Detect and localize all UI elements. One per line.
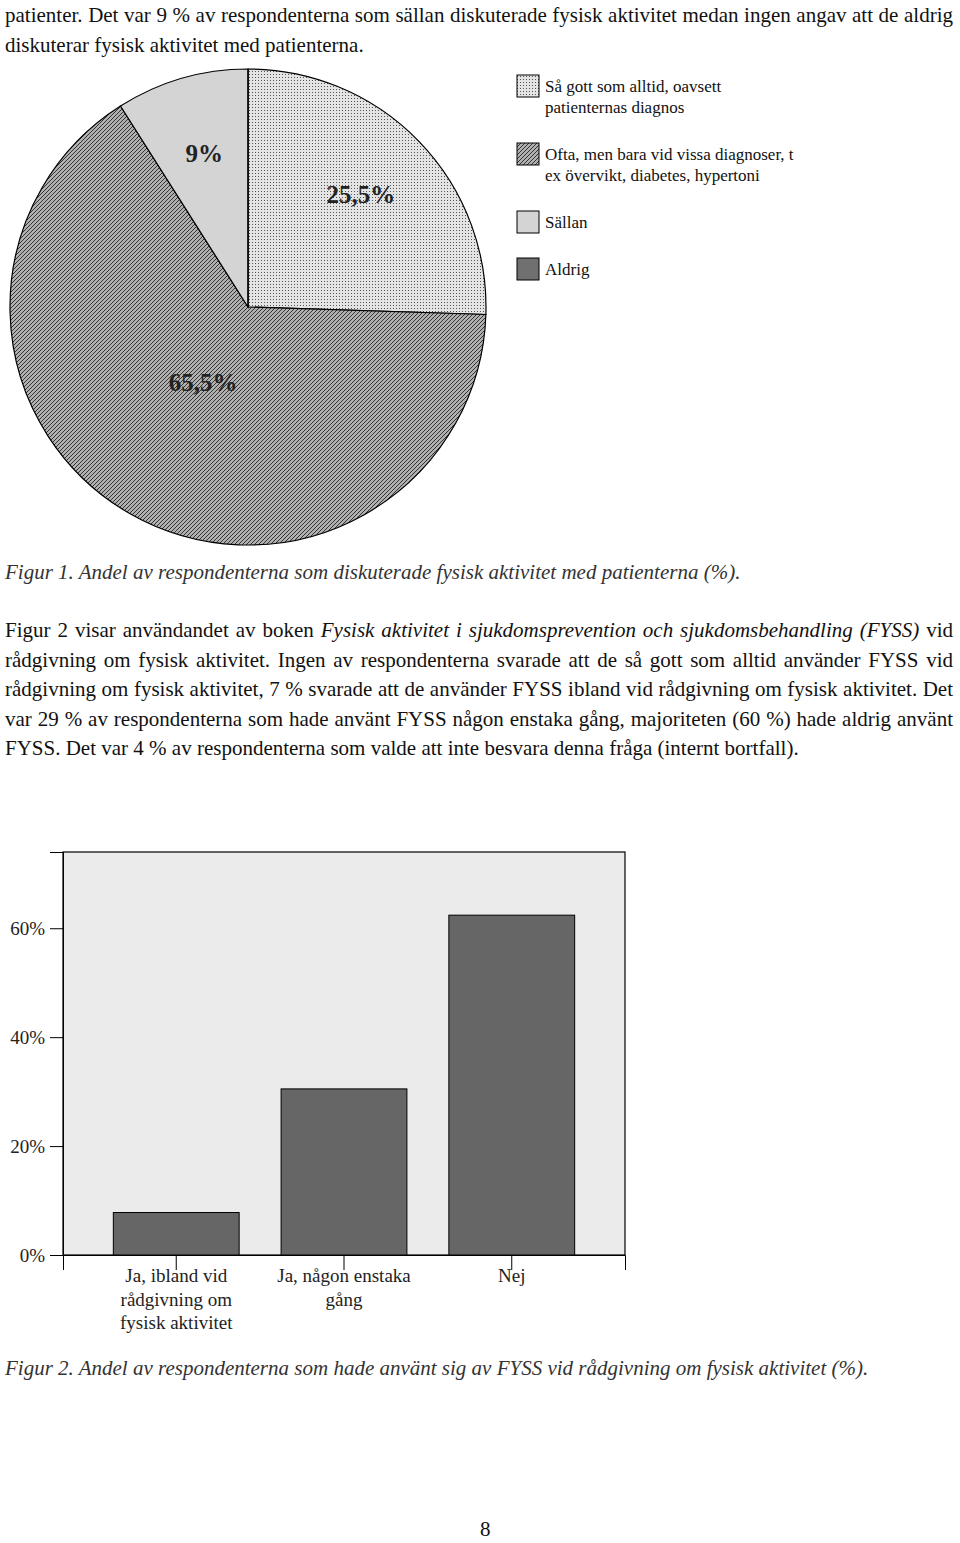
y-tick-label: 20% [10, 1136, 45, 1157]
data-label: 25,5% [326, 181, 395, 208]
y-axis: 0% 20% 40% 60% [10, 853, 63, 1266]
legend-label: Ofta, men bara vid vissa diagnoser, t ex … [545, 145, 794, 185]
y-tick-label: 0% [20, 1245, 46, 1266]
text-line: Ofta, men bara vid vissa diagnoser, t [545, 145, 794, 164]
page: {"document": { "intro_text": "patienter.… [0, 0, 960, 1543]
paragraph-run: Figur 2 visar användandet av boken [5, 618, 321, 642]
caption: Figur 2. Andel av respondenterna som had… [5, 1354, 953, 1384]
legend-swatch [517, 211, 539, 233]
pie-slice [248, 69, 486, 314]
x-tick-label: Nej [498, 1265, 525, 1286]
x-tick: Ja, ibland vid rådgivning omfysisk aktivi… [120, 1255, 233, 1333]
x-axis: Ja, ibland vid rådgivning omfysisk aktivi… [64, 1255, 626, 1333]
text-line: Aldrig [545, 260, 590, 279]
text-line: Ja, ibland vid [125, 1265, 227, 1286]
x-tick: Ja, någon enstaka gång [277, 1255, 411, 1310]
bar [281, 1089, 407, 1255]
x-tick: Nej [498, 1255, 525, 1286]
x-tick-label: Ja, någon enstaka gång [277, 1265, 411, 1310]
intro-text: patienter. Det var 9 % av respondenterna… [5, 1, 953, 60]
text-line: Ja, någon enstaka [277, 1265, 411, 1286]
text-line: patienternas diagnos [545, 98, 684, 117]
bar-chart: 0% 20% 40% 60% Ja, ibland vid rådgivning omfy… [10, 852, 625, 1333]
legend-item: Så gott som alltid, oavsett patienternas … [517, 75, 721, 117]
x-tick-label: Ja, ibland vid rådgivning omfysisk aktivi… [120, 1265, 233, 1333]
text-line: Nej [498, 1265, 525, 1286]
y-tick-mark [50, 928, 63, 929]
caption: Figur 1. Andel av respondenterna som dis… [5, 558, 953, 588]
legend-label: Så gott som alltid, oavsett patienternas … [545, 77, 721, 117]
bar [113, 1213, 239, 1255]
y-tick-mark [50, 1146, 63, 1147]
data-label: 9% [185, 140, 223, 167]
bar [449, 915, 575, 1255]
text-line: rådgivning om [121, 1289, 233, 1310]
legend-swatch [517, 143, 539, 165]
y-tick-mark [50, 1037, 63, 1038]
y-tick: 40% [10, 1027, 63, 1048]
legend-label: Sällan [545, 213, 588, 232]
bars [113, 915, 574, 1255]
text-line: fysisk aktivitet [120, 1312, 233, 1333]
pie-slice [120, 69, 248, 307]
pie: 25,5% 65,5% 9% [10, 69, 486, 545]
pie-slice [247, 69, 248, 307]
charts-svg: 25,5% 65,5% 9% Så gott som alltid, oavsett p… [0, 0, 960, 1543]
legend-item: Ofta, men bara vid vissa diagnoser, t ex … [517, 143, 794, 185]
y-tick-label: 60% [10, 918, 45, 939]
page-number: 8 [480, 1517, 491, 1542]
paragraph-run: Fysisk aktivitet i sjukdomsprevention oc… [321, 618, 919, 642]
paragraph: Figur 2 visar användandet av boken Fysis… [5, 616, 953, 764]
legend: Så gott som alltid, oavsett patienternas … [517, 75, 794, 280]
y-axis-line [50, 853, 64, 1256]
legend-swatch [517, 258, 539, 280]
text-line: Sällan [545, 213, 588, 232]
legend-swatch [517, 75, 539, 97]
y-tick: 20% [10, 1136, 63, 1157]
legend-item: Sällan [517, 211, 588, 233]
legend-label: Aldrig [545, 260, 590, 279]
y-tick: 0% [20, 1245, 63, 1266]
y-tick-label: 40% [10, 1027, 45, 1048]
text-line: Så gott som alltid, oavsett [545, 77, 721, 96]
plot-frame [63, 852, 625, 1255]
text-line: gång [326, 1289, 363, 1310]
y-tick-mark [50, 1255, 63, 1256]
data-label: 65,5% [169, 369, 238, 396]
legend-item: Aldrig [517, 258, 590, 280]
text-line: ex övervikt, diabetes, hypertoni [545, 166, 760, 185]
y-tick: 60% [10, 918, 63, 939]
